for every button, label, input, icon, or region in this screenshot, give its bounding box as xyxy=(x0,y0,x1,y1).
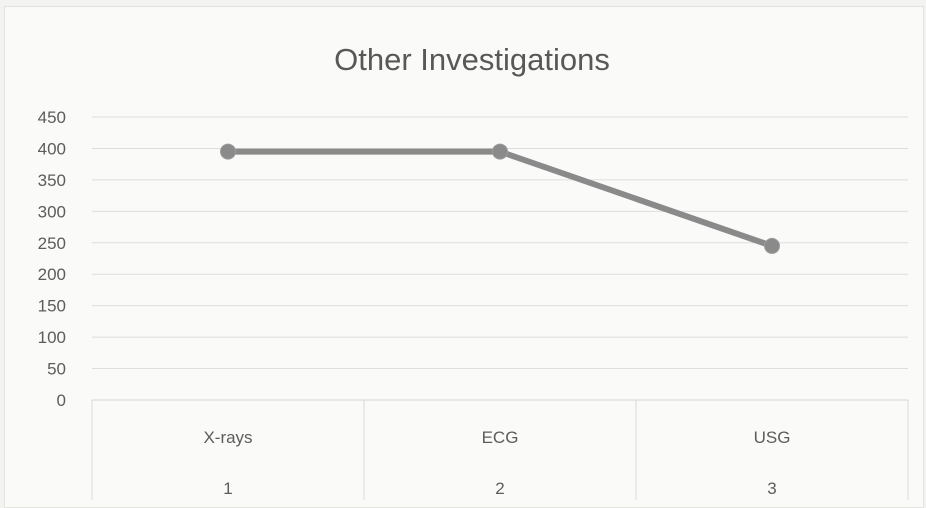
x-axis: X-rays 1 ECG 2 USG 3 xyxy=(91,399,909,500)
chart-title: Other Investigations xyxy=(334,42,610,77)
y-tick-label: 300 xyxy=(38,202,66,221)
x-category-number: 1 xyxy=(223,479,232,498)
y-tick-label: 200 xyxy=(38,265,66,284)
y-tick-label: 100 xyxy=(38,328,66,347)
series-path xyxy=(225,148,775,249)
x-category-label: ECG xyxy=(482,428,519,447)
y-tick-label: 0 xyxy=(57,391,66,410)
y-tick-label: 450 xyxy=(38,108,66,127)
data-point xyxy=(764,237,780,254)
chart-area xyxy=(4,6,924,508)
y-tick-label: 150 xyxy=(38,297,66,316)
data-point xyxy=(220,143,236,160)
y-tick-label: 250 xyxy=(38,234,66,253)
y-tick-label: 350 xyxy=(38,171,66,190)
y-axis: 0 50 100 150 200 250 300 350 400 450 xyxy=(38,108,66,410)
y-tick-label: 400 xyxy=(38,139,66,158)
x-category-label: USG xyxy=(754,428,791,447)
x-category-label: X-rays xyxy=(203,428,252,447)
series-line xyxy=(220,143,780,254)
x-category-number: 3 xyxy=(767,479,776,498)
x-category-number: 2 xyxy=(495,479,504,498)
y-tick-label: 50 xyxy=(47,360,66,379)
data-point xyxy=(492,143,508,160)
